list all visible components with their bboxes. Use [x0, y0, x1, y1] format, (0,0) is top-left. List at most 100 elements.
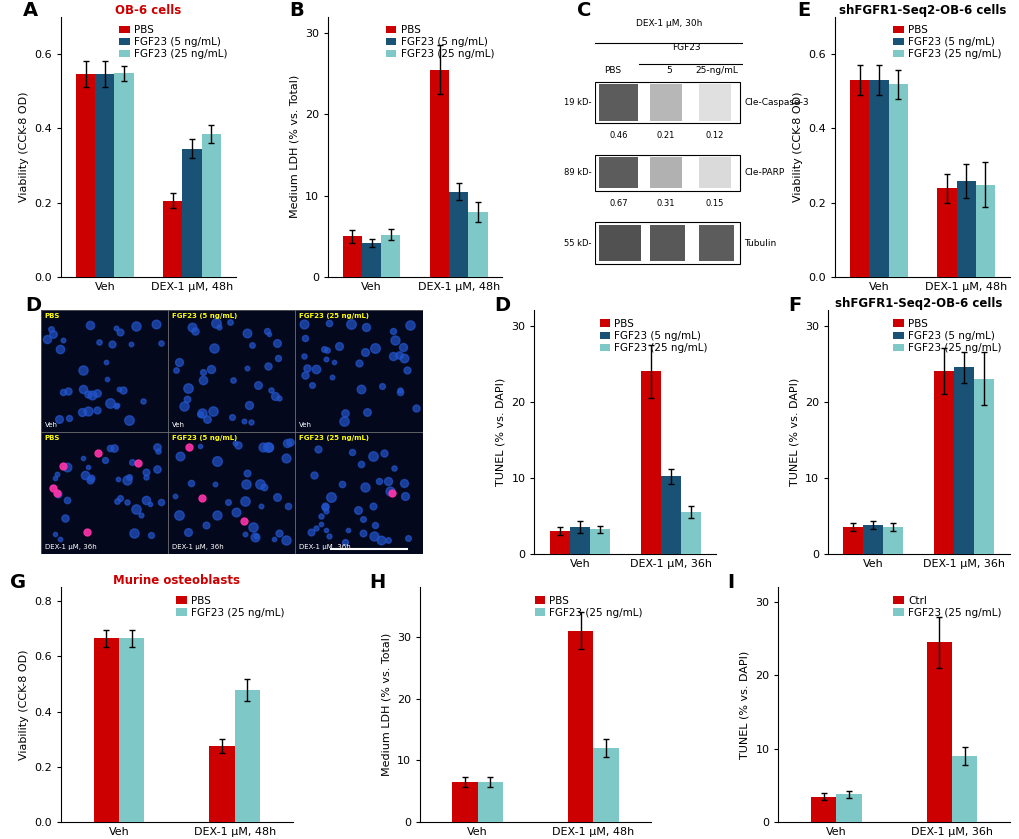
Bar: [863, 525, 882, 554]
Text: 0.15: 0.15: [705, 199, 723, 208]
Text: H: H: [369, 573, 385, 592]
Bar: [94, 638, 119, 822]
Legend: PBS, FGF23 (5 ng/mL), FGF23 (25 ng/mL): PBS, FGF23 (5 ng/mL), FGF23 (25 ng/mL): [116, 22, 230, 62]
Text: A: A: [22, 1, 38, 20]
Text: Cle-PARP: Cle-PARP: [744, 169, 784, 177]
Bar: [76, 75, 95, 277]
Bar: [660, 477, 680, 554]
Bar: [114, 73, 133, 277]
Bar: [680, 512, 700, 554]
Text: C: C: [577, 1, 591, 20]
Legend: PBS, FGF23 (5 ng/mL), FGF23 (25 ng/mL): PBS, FGF23 (5 ng/mL), FGF23 (25 ng/mL): [890, 315, 1004, 356]
Bar: [936, 189, 956, 277]
Text: 0.12: 0.12: [705, 131, 723, 140]
Y-axis label: Medium LDH (% vs. Total): Medium LDH (% vs. Total): [289, 76, 299, 218]
Bar: [975, 185, 994, 277]
Text: DEX-1 μM, 36h: DEX-1 μM, 36h: [45, 544, 96, 550]
Text: F: F: [788, 296, 801, 315]
Title: OB-6 cells: OB-6 cells: [115, 4, 181, 17]
Bar: [342, 237, 362, 277]
Bar: [468, 211, 487, 277]
Bar: [649, 157, 682, 189]
Bar: [698, 85, 731, 121]
Bar: [168, 432, 296, 554]
Text: FGF23 (25 ng/mL): FGF23 (25 ng/mL): [299, 435, 369, 440]
Bar: [649, 85, 682, 121]
Legend: PBS, FGF23 (5 ng/mL), FGF23 (25 ng/mL): PBS, FGF23 (5 ng/mL), FGF23 (25 ng/mL): [596, 315, 710, 356]
Title: shFGFR1-Seq2-OB-6 cells: shFGFR1-Seq2-OB-6 cells: [838, 4, 1006, 17]
Bar: [956, 181, 975, 277]
Text: 0.21: 0.21: [656, 131, 675, 140]
Text: FGF23: FGF23: [672, 43, 700, 52]
Title: shFGFR1-Seq2-OB-6 cells: shFGFR1-Seq2-OB-6 cells: [835, 298, 1002, 310]
Legend: PBS, FGF23 (5 ng/mL), FGF23 (25 ng/mL): PBS, FGF23 (5 ng/mL), FGF23 (25 ng/mL): [382, 22, 496, 62]
Bar: [362, 242, 381, 277]
Bar: [202, 134, 220, 277]
Bar: [933, 371, 954, 554]
Text: 5: 5: [665, 66, 672, 76]
Bar: [430, 70, 448, 277]
Bar: [451, 782, 477, 822]
Text: Veh: Veh: [299, 422, 312, 429]
Text: 0.31: 0.31: [656, 199, 675, 208]
Bar: [598, 85, 637, 121]
Bar: [593, 748, 619, 822]
Y-axis label: TUNEL (% vs. DAPI): TUNEL (% vs. DAPI): [739, 650, 749, 759]
Text: 19 kD-: 19 kD-: [564, 98, 591, 107]
Text: Veh: Veh: [45, 422, 57, 429]
Bar: [209, 746, 234, 822]
Bar: [182, 149, 202, 277]
Bar: [41, 310, 168, 432]
Text: DEX-1 μM, 36h: DEX-1 μM, 36h: [299, 544, 351, 550]
Bar: [168, 310, 296, 432]
Bar: [598, 225, 640, 261]
Bar: [568, 631, 593, 822]
Text: PBS: PBS: [45, 313, 60, 319]
Text: G: G: [10, 573, 26, 592]
Bar: [594, 222, 740, 263]
Text: D: D: [25, 296, 42, 315]
Text: PBS: PBS: [45, 435, 60, 440]
Y-axis label: Medium LDH (% vs. Total): Medium LDH (% vs. Total): [381, 633, 390, 776]
Text: Cle-Caspase-3: Cle-Caspase-3: [744, 98, 808, 107]
Text: E: E: [796, 1, 809, 20]
Y-axis label: TUNEL (% vs. DAPI): TUNEL (% vs. DAPI): [495, 378, 505, 487]
Bar: [698, 157, 731, 189]
Bar: [640, 371, 660, 554]
Bar: [594, 154, 740, 191]
Text: Tubulin: Tubulin: [744, 238, 776, 248]
Text: I: I: [727, 573, 734, 592]
Bar: [234, 690, 260, 822]
Y-axis label: Viability (CCK-8 OD): Viability (CCK-8 OD): [18, 649, 29, 760]
Bar: [549, 531, 570, 554]
Bar: [954, 367, 973, 554]
Y-axis label: Viability (CCK-8 OD): Viability (CCK-8 OD): [18, 91, 29, 202]
Bar: [810, 796, 836, 822]
Bar: [381, 235, 400, 277]
Bar: [448, 191, 468, 277]
Legend: PBS, FGF23 (5 ng/mL), FGF23 (25 ng/mL): PBS, FGF23 (5 ng/mL), FGF23 (25 ng/mL): [890, 22, 1004, 62]
Legend: PBS, FGF23 (25 ng/mL): PBS, FGF23 (25 ng/mL): [173, 592, 287, 621]
Bar: [95, 75, 114, 277]
Legend: Ctrl, FGF23 (25 ng/mL): Ctrl, FGF23 (25 ng/mL): [890, 592, 1004, 621]
Bar: [882, 527, 903, 554]
Bar: [925, 643, 951, 822]
Text: 25-ng/mL: 25-ng/mL: [694, 66, 737, 76]
Title: Murine osteoblasts: Murine osteoblasts: [113, 575, 240, 587]
Text: Veh: Veh: [172, 422, 184, 429]
Bar: [850, 80, 868, 277]
Text: 0.46: 0.46: [608, 131, 627, 140]
Bar: [296, 432, 422, 554]
Text: 55 kD-: 55 kD-: [564, 238, 591, 248]
Bar: [836, 795, 861, 822]
Bar: [698, 225, 734, 261]
Text: FGF23 (5 ng/mL): FGF23 (5 ng/mL): [172, 313, 236, 319]
Text: D: D: [494, 296, 511, 315]
Bar: [868, 80, 888, 277]
Bar: [296, 310, 422, 432]
Legend: PBS, FGF23 (25 ng/mL): PBS, FGF23 (25 ng/mL): [531, 592, 645, 621]
Text: B: B: [289, 1, 304, 20]
Text: 89 kD-: 89 kD-: [564, 169, 591, 177]
Text: DEX-1 μM, 36h: DEX-1 μM, 36h: [172, 544, 223, 550]
Bar: [598, 157, 637, 189]
